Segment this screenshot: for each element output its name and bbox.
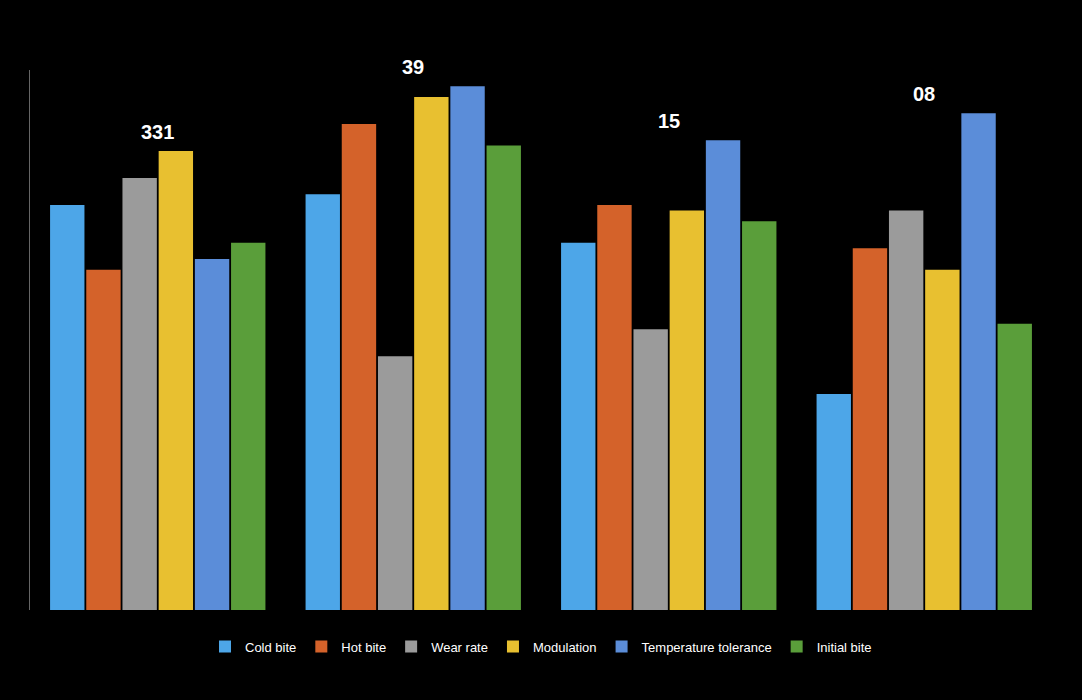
- svg-text:Initial bite: Initial bite: [817, 640, 872, 655]
- svg-text:331: 331: [141, 121, 174, 143]
- svg-text:39: 39: [402, 56, 424, 78]
- svg-text:Wear rate: Wear rate: [431, 640, 488, 655]
- svg-text:Modulation: Modulation: [533, 640, 597, 655]
- svg-text:Temperature tolerance: Temperature tolerance: [642, 640, 772, 655]
- svg-text:Cold bite: Cold bite: [245, 640, 296, 655]
- svg-text:15: 15: [658, 110, 680, 132]
- svg-text:Hot bite: Hot bite: [341, 640, 386, 655]
- svg-text:08: 08: [913, 83, 935, 105]
